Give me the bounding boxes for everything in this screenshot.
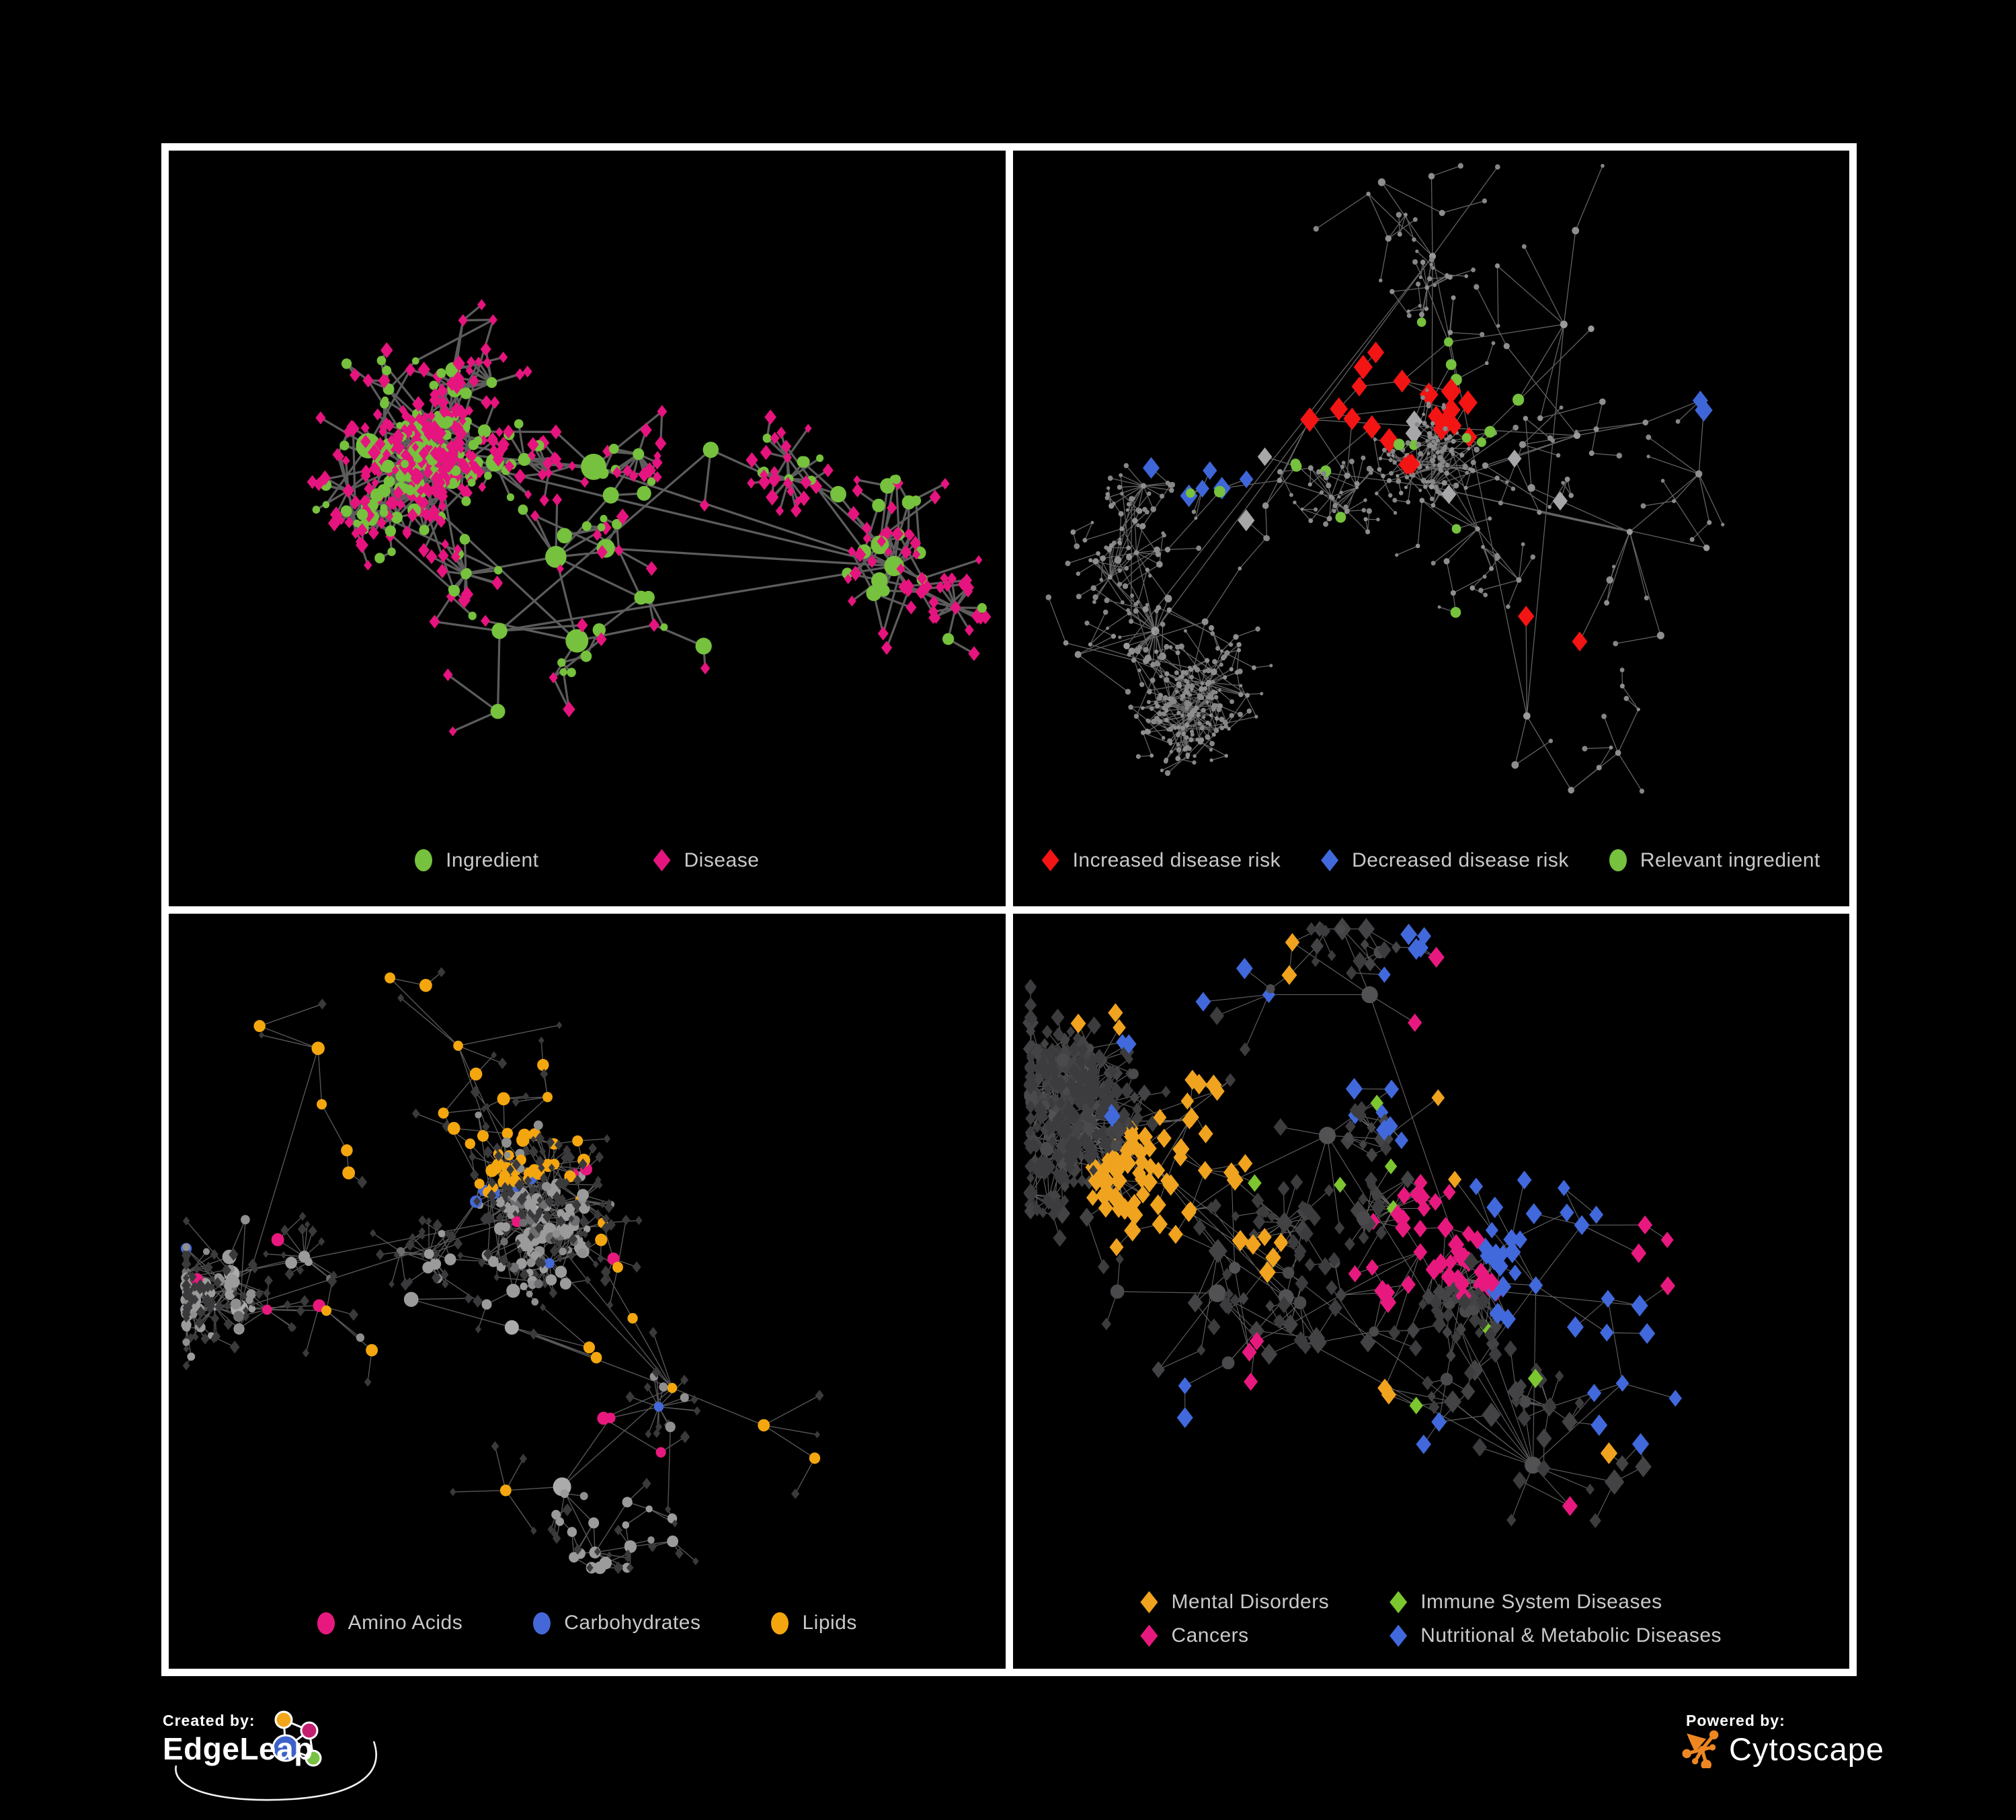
cytoscape-logo-icon: [1682, 1730, 1719, 1768]
panel-chemical-classes: Amino Acids Carbohydrates Lipids: [169, 913, 1006, 1669]
legend-item: Relevant ingredient: [1609, 849, 1820, 872]
decreased-risk-marker-icon: [1321, 849, 1339, 871]
amino-acids-marker-icon: [317, 1612, 335, 1634]
network-ingredient-disease: [307, 299, 992, 737]
legend-label: Carbohydrates: [564, 1612, 701, 1634]
immune-system-diseases-marker-icon: [1389, 1591, 1408, 1614]
legend-item: Disease: [653, 849, 760, 872]
legend-item: Amino Acids: [317, 1612, 463, 1634]
legend-item: Ingredient: [415, 849, 538, 872]
legend-label: Decreased disease risk: [1352, 848, 1569, 871]
legend-item: Decreased disease risk: [1321, 849, 1569, 872]
legend-label: Mental Disorders: [1171, 1591, 1330, 1613]
network-chemical-classes: [179, 966, 824, 1574]
lipids-marker-icon: [771, 1612, 789, 1634]
panel-disease-risk: Increased disease risk Decreased disease…: [1012, 151, 1850, 906]
legend-item: Mental Disorders: [1140, 1591, 1329, 1614]
legend-item: Lipids: [771, 1612, 856, 1634]
network-disease-categories: [1022, 917, 1682, 1528]
edgeleap-brand: Created by: EdgeLeap: [160, 1706, 389, 1819]
legend-label: Immune System Diseases: [1420, 1591, 1662, 1613]
network-disease-risk: [1045, 163, 1724, 794]
panel-disease-categories: Mental Disorders Immune System Diseases …: [1012, 913, 1850, 1669]
legend-item: Cancers: [1140, 1624, 1329, 1647]
legend-chemical-classes: Amino Acids Carbohydrates Lipids: [169, 1595, 1006, 1651]
legend-label: Nutritional & Metabolic Diseases: [1420, 1624, 1722, 1647]
legend-item: Immune System Diseases: [1389, 1591, 1722, 1614]
legend-disease-categories: Mental Disorders Immune System Diseases …: [1013, 1579, 1850, 1659]
powered-by-label: Powered by:: [1686, 1712, 1785, 1729]
edgeleap-wordmark: EdgeLeap: [163, 1731, 313, 1766]
panel-grid: Ingredient Disease Increased disease ris…: [161, 143, 1857, 1676]
mental-disorders-marker-icon: [1140, 1591, 1158, 1614]
cytoscape-wordmark: Cytoscape: [1729, 1731, 1885, 1767]
legend-label: Disease: [684, 848, 760, 871]
legend-item: Increased disease risk: [1041, 848, 1281, 872]
legend-label: Cancers: [1171, 1624, 1249, 1647]
carbohydrates-marker-icon: [533, 1612, 551, 1634]
legend-disease-risk: Increased disease risk Decreased disease…: [1013, 832, 1850, 889]
disease-marker-icon: [653, 849, 671, 871]
legend-item: Nutritional & Metabolic Diseases: [1389, 1624, 1722, 1647]
panel-ingredient-disease: Ingredient Disease: [169, 151, 1006, 906]
cytoscape-brand: Powered by: Cytoscape: [1678, 1708, 1974, 1802]
relevant-ingredient-marker-icon: [1609, 849, 1627, 871]
legend-label: Lipids: [802, 1612, 857, 1634]
cancers-marker-icon: [1140, 1624, 1158, 1647]
legend-label: Increased disease risk: [1072, 848, 1281, 871]
ingredient-marker-icon: [415, 849, 433, 871]
legend-label: Ingredient: [446, 848, 539, 871]
edgeleap-logo-icon: [175, 1710, 377, 1801]
created-by-label: Created by:: [163, 1712, 255, 1729]
legend-label: Amino Acids: [348, 1612, 463, 1634]
increased-risk-marker-icon: [1041, 849, 1059, 871]
legend-label: Relevant ingredient: [1640, 848, 1820, 871]
legend-item: Carbohydrates: [533, 1612, 700, 1634]
nutritional-metabolic-diseases-marker-icon: [1389, 1624, 1408, 1647]
legend-ingredient-disease: Ingredient Disease: [169, 832, 1006, 889]
